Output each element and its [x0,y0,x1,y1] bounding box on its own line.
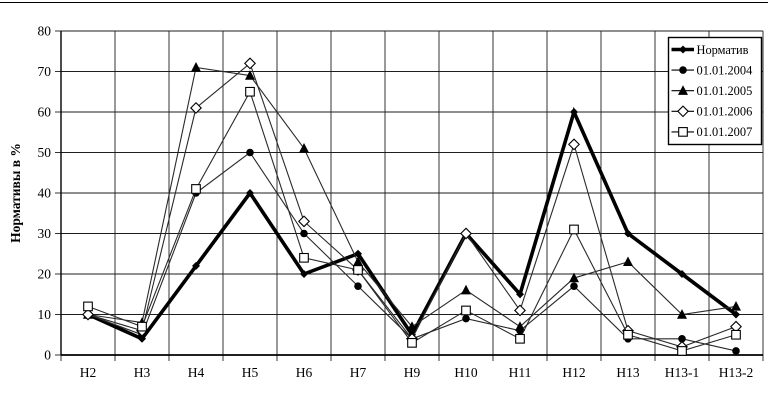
y-axis-title: Нормативы в % [8,143,23,243]
svg-text:Н6: Н6 [296,365,313,380]
svg-text:Н10: Н10 [454,365,477,380]
svg-text:Н13-1: Н13-1 [665,365,700,380]
legend-item-4: 01.01.2007 [671,125,753,139]
svg-text:Н4: Н4 [188,365,205,380]
svg-text:50: 50 [38,145,52,160]
svg-text:30: 30 [38,226,52,241]
legend-label-0: Норматив [697,43,749,57]
legend-item-1: 01.01.2004 [671,63,753,77]
figure-top-border [0,2,768,3]
x-axis-tick-labels: Н2 Н3 Н4 Н5 Н6 Н7 Н9 Н10 Н11 Н12 Н13 Н13-1 Н13-2 [80,365,754,380]
svg-text:Н7: Н7 [350,365,367,380]
legend-item-2: 01.01.2005 [671,84,753,98]
legend-item-0: Норматив [671,43,749,57]
series-3 [82,57,742,353]
svg-text:Н12: Н12 [562,365,585,380]
legend-label-4: 01.01.2007 [697,125,753,139]
series-4 [83,86,741,356]
series-2 [83,62,741,331]
y-axis-tick-labels: 0 10 20 30 40 50 60 70 80 [38,24,52,363]
svg-text:Н13-2: Н13-2 [719,365,754,380]
series-0 [84,106,740,343]
legend-item-3: 01.01.2006 [671,105,753,119]
svg-text:0: 0 [44,348,51,363]
svg-text:60: 60 [38,105,52,120]
svg-text:20: 20 [38,267,52,282]
svg-text:10: 10 [38,307,52,322]
svg-text:Н11: Н11 [509,365,532,380]
svg-text:70: 70 [38,64,52,79]
svg-text:40: 40 [38,186,52,201]
svg-text:Н2: Н2 [80,365,97,380]
legend-label-3: 01.01.2006 [697,105,753,119]
svg-text:Н5: Н5 [242,365,259,380]
svg-text:Н9: Н9 [404,365,421,380]
legend: Норматив 01.01.2004 01.01.2005 01.01.2006 01… [667,36,763,146]
svg-text:80: 80 [38,24,52,39]
legend-label-2: 01.01.2005 [697,84,753,98]
legend-label-1: 01.01.2004 [697,63,753,77]
svg-text:Н3: Н3 [134,365,151,380]
svg-text:Н13: Н13 [616,365,639,380]
